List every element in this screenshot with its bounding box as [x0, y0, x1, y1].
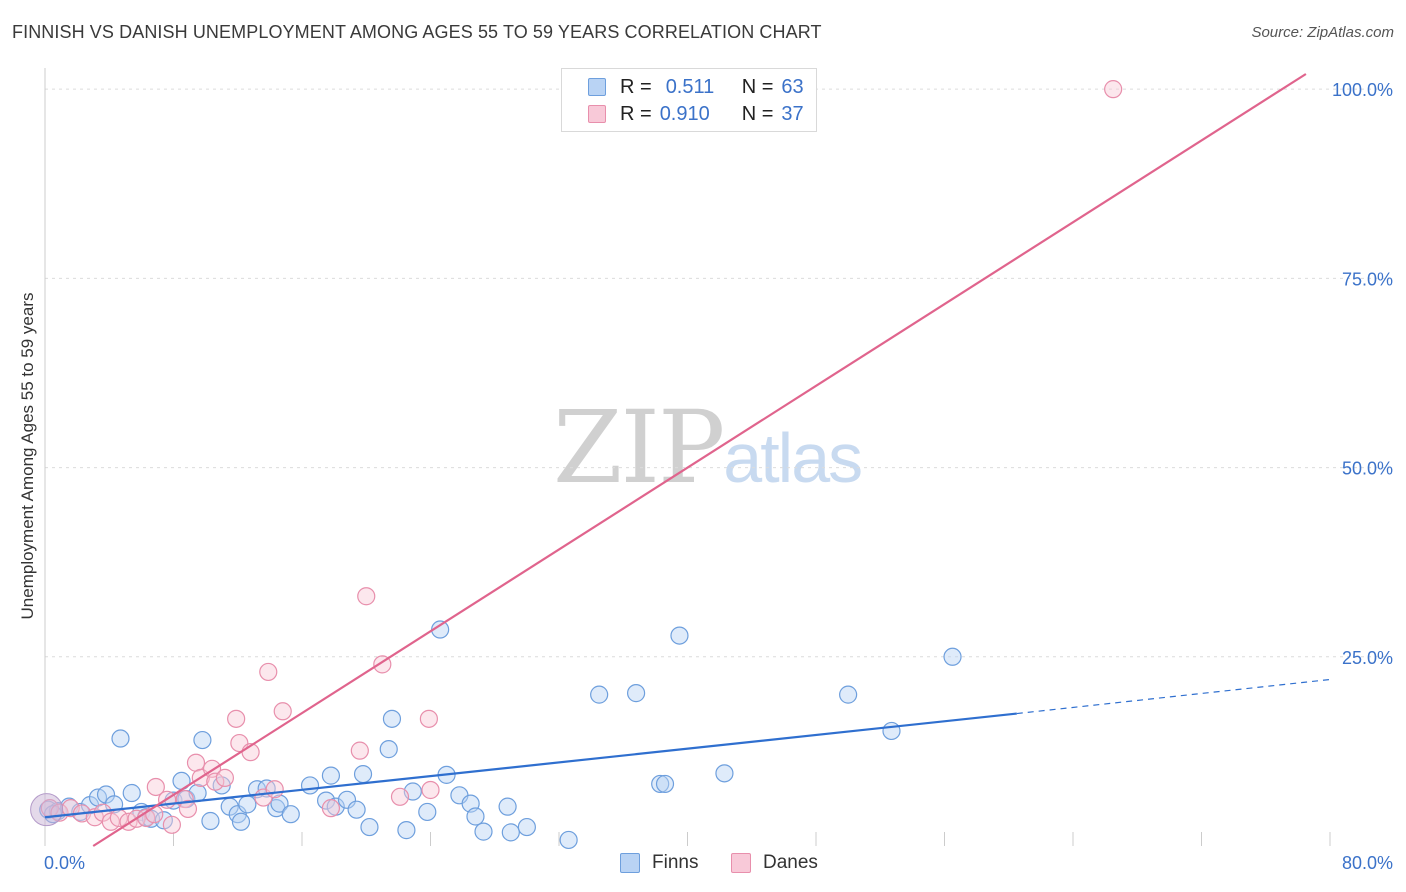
finns-point [360, 817, 379, 837]
finns-point [670, 626, 689, 645]
finns-point [418, 802, 437, 822]
danes-point [419, 709, 438, 728]
x-tick-label-max: 80.0% [1342, 853, 1393, 873]
y-axis-label: Unemployment Among Ages 55 to 59 years [18, 292, 37, 620]
danes-trend-line [92, 73, 1307, 847]
bottom-finns-label: Finns [652, 852, 699, 873]
danes-point [1104, 80, 1123, 99]
finns-point [397, 821, 416, 840]
bottom-danes-swatch [731, 853, 751, 873]
danes-point [146, 777, 165, 797]
danes-point [421, 780, 440, 800]
finns-point [238, 795, 257, 814]
finns-n-value: 63 [781, 75, 804, 98]
danes-point [178, 799, 198, 819]
finns-point [517, 817, 536, 837]
danes-swatch [588, 105, 606, 123]
finns-point [839, 685, 858, 704]
danes-point [273, 702, 292, 721]
finns-point [590, 685, 609, 704]
danes-point [186, 753, 206, 772]
danes-n-label: N = [741, 102, 774, 125]
finns-point [281, 805, 300, 824]
finns-point [111, 729, 130, 748]
bottom-legend-danes: Danes [731, 852, 818, 874]
finns-point [321, 766, 341, 785]
finns-point [122, 783, 141, 803]
finns-point [882, 721, 901, 741]
source-credit: Source: ZipAtlas.com [1251, 24, 1394, 41]
y-tick-label: 50.0% [1342, 459, 1393, 479]
danes-point [206, 772, 225, 791]
finns-point [193, 730, 212, 750]
finns-n-label: N = [741, 75, 774, 98]
danes-point [265, 780, 284, 799]
finns-trend-line [44, 712, 1017, 819]
y-tick-label: 100.0% [1332, 80, 1393, 100]
finns-point [382, 709, 402, 728]
finns-point [353, 764, 373, 784]
bottom-finns-swatch [620, 853, 640, 873]
finns-point [498, 797, 517, 816]
danes-point [259, 662, 278, 682]
danes-point [227, 709, 246, 728]
legend-row-danes: R = 0.910 N = 37 [588, 102, 804, 126]
y-tick-label: 25.0% [1342, 648, 1393, 668]
finns-point [559, 830, 578, 850]
watermark: ZIPatlas [553, 398, 863, 498]
danes-point [215, 768, 234, 787]
danes-n-value: 37 [781, 102, 804, 125]
finns-point [715, 764, 734, 783]
danes-r-label: R = [620, 102, 652, 125]
correlation-legend: R = 0.511 N = 63 R = 0.910 N = 37 [561, 68, 817, 132]
danes-point [357, 587, 376, 606]
origin-cluster-point [30, 793, 64, 827]
finns-point [379, 740, 398, 759]
finns-swatch [588, 78, 606, 96]
danes-point [350, 741, 369, 760]
finns-point [300, 776, 320, 795]
finns-r-label: R = [620, 75, 652, 98]
chart-title: FINNISH VS DANISH UNEMPLOYMENT AMONG AGE… [12, 22, 822, 42]
finns-point [655, 774, 675, 794]
danes-point [390, 787, 410, 806]
watermark-zip: ZIP [553, 389, 725, 506]
bottom-danes-label: Danes [763, 852, 818, 873]
finns-point [651, 774, 670, 794]
finns-r-value: 0.511 [665, 75, 715, 98]
danes-r-value: 0.910 [659, 102, 710, 125]
x-tick-label-min: 0.0% [44, 853, 85, 873]
watermark-atlas: atlas [723, 419, 863, 497]
finns-point [337, 790, 357, 809]
danes-point [162, 815, 181, 834]
finns-point [501, 823, 520, 842]
finns-trend-extension [1016, 678, 1331, 715]
finns-point [943, 647, 962, 666]
finns-point [474, 822, 493, 841]
bottom-legend-finns: Finns [620, 852, 698, 874]
finns-point [270, 794, 289, 813]
danes-point [321, 799, 341, 818]
finns-point [201, 811, 220, 831]
finns-point [347, 800, 366, 819]
finns-point [466, 807, 485, 826]
legend-row-finns: R = 0.511 N = 63 [588, 75, 804, 99]
finns-point [231, 812, 251, 831]
finns-point [626, 684, 646, 703]
y-tick-label: 75.0% [1342, 269, 1393, 289]
